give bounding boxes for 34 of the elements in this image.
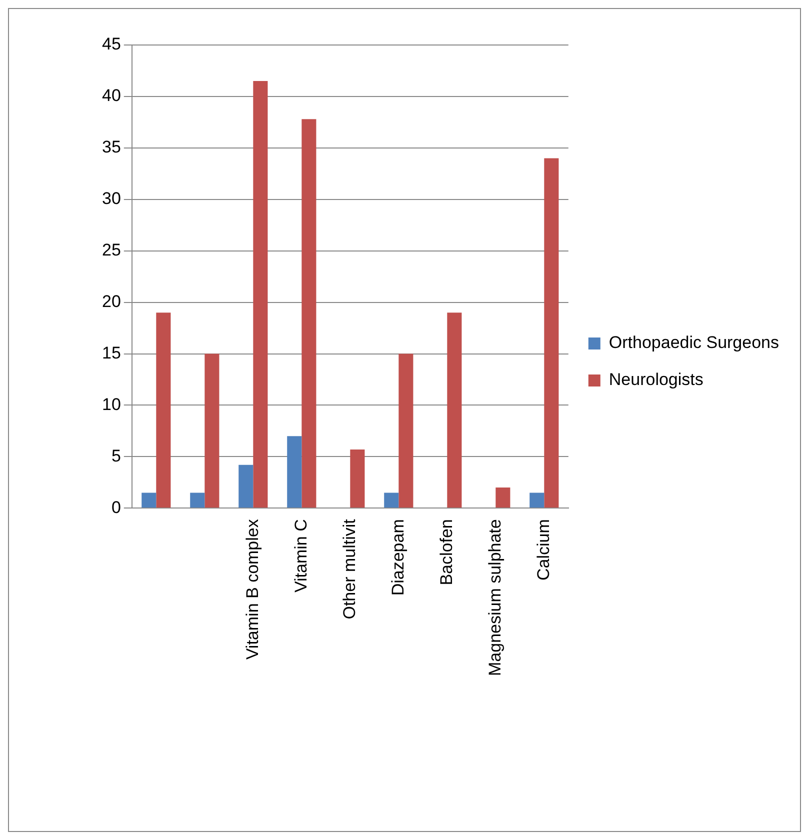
bar <box>496 488 510 508</box>
x-tick-label: Vitamin B complex <box>242 518 262 660</box>
y-tick-label: 30 <box>102 189 121 208</box>
bar <box>287 436 302 508</box>
x-tick-label: Other multivit <box>340 518 359 620</box>
y-tick-label: 20 <box>102 292 121 311</box>
bar <box>156 312 171 508</box>
x-tick-label: Calcium <box>534 519 553 581</box>
x-tick-label: Magnesium sulphate <box>485 519 504 676</box>
x-tick-label: Diazepam <box>388 519 408 596</box>
bar <box>530 492 544 508</box>
y-tick-label: 35 <box>102 138 121 157</box>
bar <box>142 492 156 508</box>
bar <box>384 492 399 508</box>
y-tick-label: 40 <box>102 86 121 106</box>
y-tick-label: 45 <box>102 34 121 54</box>
y-tick-label: 5 <box>111 446 121 466</box>
bar <box>350 449 365 508</box>
y-tick-label: 0 <box>111 498 121 517</box>
bar <box>204 354 220 508</box>
bar <box>544 158 559 508</box>
bar <box>398 354 414 508</box>
legend-label: Orthopaedic Surgeons <box>608 333 779 352</box>
y-tick-label: 10 <box>102 394 121 414</box>
y-tick-label: 25 <box>102 240 121 260</box>
bar <box>190 492 205 508</box>
x-tick-label: Vitamin C <box>291 519 310 593</box>
y-tick-label: 15 <box>102 343 121 362</box>
legend-label: Neurologists <box>608 370 704 390</box>
x-tick-label: Baclofen <box>436 519 456 586</box>
bar <box>447 312 462 508</box>
bar <box>253 81 268 508</box>
bar <box>302 119 316 508</box>
bar <box>238 464 254 508</box>
